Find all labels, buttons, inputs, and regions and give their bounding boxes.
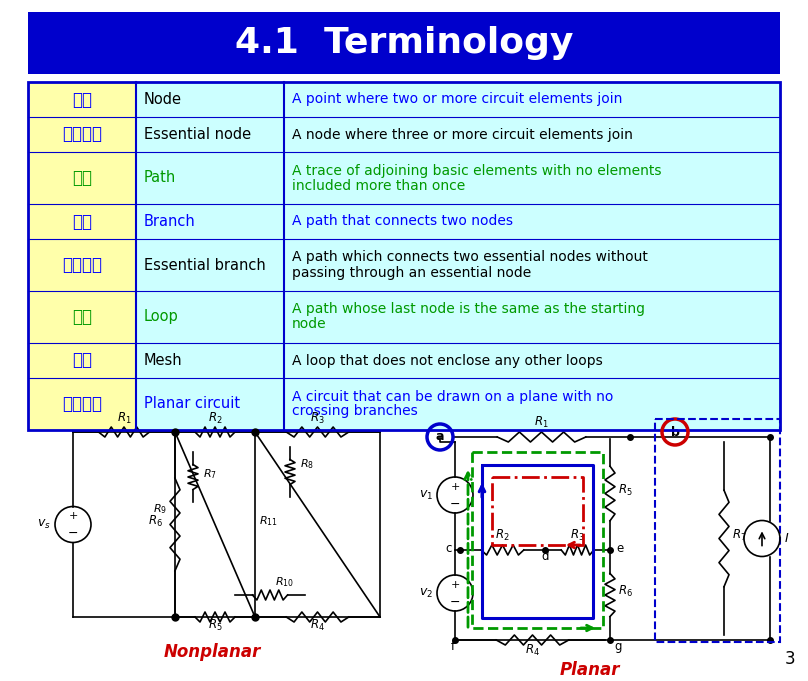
Bar — [655, 419, 780, 642]
Text: g: g — [614, 640, 621, 653]
Text: $R_5$: $R_5$ — [208, 618, 222, 633]
Text: 4.1  Terminology: 4.1 Terminology — [235, 26, 573, 60]
Text: Planar circuit: Planar circuit — [144, 396, 240, 411]
Text: $R_3$: $R_3$ — [310, 411, 325, 426]
Text: A point where two or more circuit elements join: A point where two or more circuit elemen… — [292, 93, 622, 106]
Text: Planar: Planar — [560, 661, 621, 679]
Text: crossing branches: crossing branches — [292, 405, 418, 419]
Text: 分支: 分支 — [72, 212, 92, 230]
Text: $R_8$: $R_8$ — [300, 457, 314, 471]
Text: $R_4$: $R_4$ — [525, 643, 540, 658]
Text: d: d — [541, 550, 549, 563]
Text: c: c — [446, 542, 452, 555]
Text: node: node — [292, 317, 326, 332]
Text: −: − — [450, 595, 461, 609]
FancyBboxPatch shape — [136, 82, 780, 430]
Text: A node where three or more circuit elements join: A node where three or more circuit eleme… — [292, 127, 633, 142]
Text: f: f — [451, 640, 455, 653]
Text: Loop: Loop — [144, 309, 179, 325]
FancyBboxPatch shape — [28, 12, 780, 74]
Text: −: − — [450, 498, 461, 511]
Text: Path: Path — [144, 170, 176, 185]
FancyBboxPatch shape — [28, 82, 136, 430]
Text: Essential node: Essential node — [144, 127, 251, 142]
Text: Nonplanar: Nonplanar — [164, 643, 261, 661]
Text: Branch: Branch — [144, 214, 196, 229]
Text: a: a — [436, 430, 444, 443]
Bar — [28, 82, 780, 430]
Text: A trace of adjoining basic elements with no elements: A trace of adjoining basic elements with… — [292, 163, 662, 178]
Text: $R_9$: $R_9$ — [153, 502, 167, 516]
Text: +: + — [450, 482, 460, 492]
Text: $v_1$: $v_1$ — [419, 488, 433, 501]
Text: 節點: 節點 — [72, 91, 92, 108]
Text: b: b — [671, 426, 680, 439]
Text: +: + — [450, 580, 460, 590]
Text: 必要節點: 必要節點 — [62, 125, 102, 144]
Text: 路徑: 路徑 — [72, 169, 92, 187]
Text: A path which connects two essential nodes without: A path which connects two essential node… — [292, 251, 648, 264]
Text: A path that connects two nodes: A path that connects two nodes — [292, 215, 513, 229]
Text: passing through an essential node: passing through an essential node — [292, 266, 531, 279]
Text: $R_2$: $R_2$ — [495, 528, 510, 543]
Text: 3: 3 — [785, 650, 795, 668]
Text: A loop that does not enclose any other loops: A loop that does not enclose any other l… — [292, 353, 603, 368]
Text: +: + — [69, 511, 78, 522]
Text: A path whose last node is the same as the starting: A path whose last node is the same as th… — [292, 302, 645, 317]
Text: $R_7$: $R_7$ — [732, 528, 747, 543]
Text: 迄路: 迄路 — [72, 308, 92, 326]
Text: $R_6$: $R_6$ — [148, 513, 163, 528]
Text: −: − — [68, 527, 78, 540]
Text: $R_1$: $R_1$ — [534, 415, 549, 430]
Text: $v_2$: $v_2$ — [419, 586, 433, 599]
Text: $R_5$: $R_5$ — [618, 483, 633, 498]
Text: $v_s$: $v_s$ — [37, 518, 51, 531]
Text: 平面電路: 平面電路 — [62, 395, 102, 413]
Text: Node: Node — [144, 92, 182, 107]
Text: Essential branch: Essential branch — [144, 257, 266, 272]
Text: e: e — [616, 542, 623, 555]
Text: $R_{11}$: $R_{11}$ — [259, 515, 278, 528]
Text: A circuit that can be drawn on a plane with no: A circuit that can be drawn on a plane w… — [292, 390, 613, 404]
Text: $R_3$: $R_3$ — [570, 528, 585, 543]
Text: Mesh: Mesh — [144, 353, 183, 368]
FancyArrowPatch shape — [465, 473, 471, 627]
Text: $R_7$: $R_7$ — [203, 467, 217, 481]
Text: $R_4$: $R_4$ — [310, 618, 325, 633]
Text: included more than once: included more than once — [292, 178, 465, 193]
Text: 網目: 網目 — [72, 351, 92, 370]
Text: $R_6$: $R_6$ — [618, 584, 633, 599]
Text: $R_1$: $R_1$ — [116, 411, 132, 426]
Text: $R_2$: $R_2$ — [208, 411, 222, 426]
Text: 必要分支: 必要分支 — [62, 256, 102, 274]
Text: $I$: $I$ — [784, 532, 789, 545]
Text: $R_{10}$: $R_{10}$ — [276, 575, 295, 589]
